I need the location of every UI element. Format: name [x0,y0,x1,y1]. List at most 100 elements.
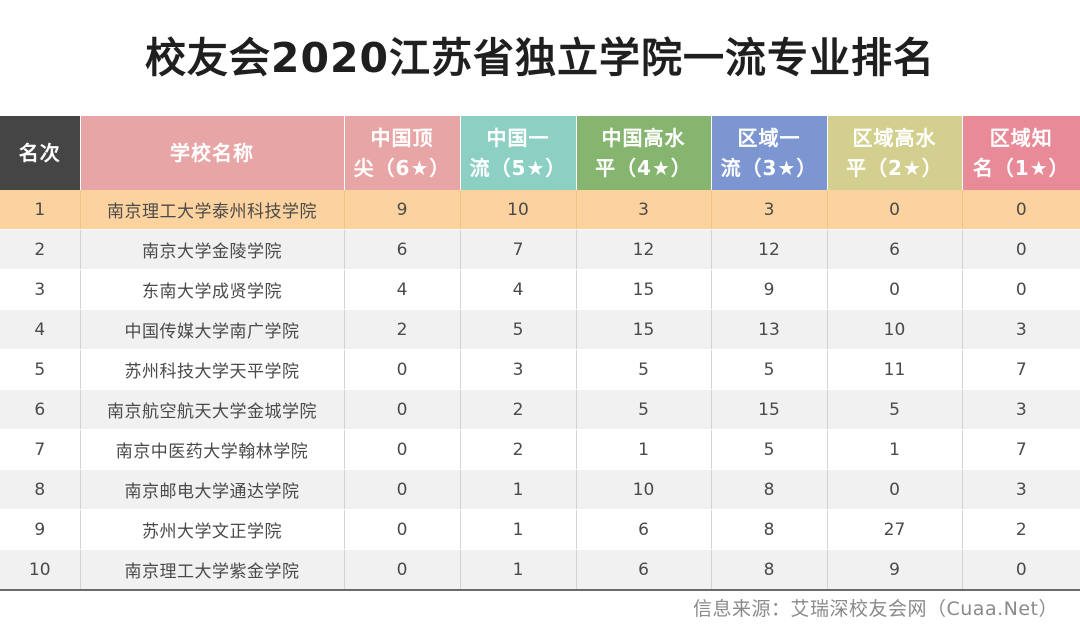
header-regional-first-class: 区域一 流（3★） [711,116,828,190]
table-row: 4 中国传媒大学南广学院 2 5 15 13 10 3 [0,309,1080,350]
header-china-high-level: 中国高水 平（4★） [576,116,712,190]
header-regional-renowned: 区域知 名（1★） [962,116,1080,190]
value-cell: 1 [576,429,712,470]
value-cell: 2 [460,429,577,470]
value-cell: 3 [460,349,577,390]
value-cell: 1 [460,469,577,510]
ranking-table: 名次 学校名称 中国顶 尖（6★） 中国一 流（5★） 中国高水 平（4★） 区… [0,116,1080,591]
table-row: 2 南京大学金陵学院 6 7 12 12 6 0 [0,229,1080,270]
rank-cell: 9 [0,509,81,550]
value-cell: 15 [576,269,712,310]
school-cell: 南京中医药大学翰林学院 [80,429,345,470]
value-cell: 1 [827,429,963,470]
value-cell: 6 [344,229,461,270]
value-cell: 2 [344,309,461,350]
value-cell: 15 [711,389,828,430]
value-cell: 5 [711,429,828,470]
value-cell: 4 [344,269,461,310]
value-cell: 3 [962,389,1080,430]
header-rank-label: 名次 [18,141,61,165]
rank-cell: 5 [0,349,81,390]
header-label-line2: 平（2★） [846,156,943,180]
header-label-line1: 中国顶 [370,126,434,150]
value-cell: 0 [827,469,963,510]
rank-cell: 4 [0,309,81,350]
header-regional-high-level: 区域高水 平（2★） [827,116,963,190]
value-cell: 7 [962,429,1080,470]
table-row: 3 东南大学成贤学院 4 4 15 9 0 0 [0,269,1080,310]
value-cell: 0 [344,549,461,591]
table-row: 8 南京邮电大学通达学院 0 1 10 8 0 3 [0,469,1080,510]
table-row: 7 南京中医药大学翰林学院 0 2 1 5 1 7 [0,429,1080,470]
table-row: 5 苏州科技大学天平学院 0 3 5 5 11 7 [0,349,1080,390]
value-cell: 0 [827,190,963,230]
header-label-line2: 尖（6★） [353,156,451,180]
header-rank: 名次 [0,116,81,190]
school-cell: 苏州科技大学天平学院 [80,349,345,390]
value-cell: 3 [962,309,1080,350]
header-label-line1: 中国高水 [601,126,686,150]
rank-cell: 7 [0,429,81,470]
rank-cell: 2 [0,229,81,270]
value-cell: 7 [962,349,1080,390]
header-label-line2: 流（3★） [720,156,818,180]
table-header-row: 名次 学校名称 中国顶 尖（6★） 中国一 流（5★） 中国高水 平（4★） 区… [0,116,1080,190]
value-cell: 0 [344,509,461,550]
value-cell: 12 [576,229,712,270]
table-row: 6 南京航空航天大学金城学院 0 2 5 15 5 3 [0,389,1080,430]
header-label-line1: 区域知 [989,126,1053,150]
value-cell: 0 [344,469,461,510]
school-cell: 南京理工大学泰州科技学院 [80,190,345,230]
value-cell: 9 [344,190,461,230]
value-cell: 3 [576,190,712,230]
value-cell: 8 [711,549,828,591]
value-cell: 0 [962,269,1080,310]
school-cell: 东南大学成贤学院 [80,269,345,310]
school-cell: 南京邮电大学通达学院 [80,469,345,510]
rank-cell: 1 [0,190,81,230]
value-cell: 0 [827,269,963,310]
value-cell: 0 [344,389,461,430]
value-cell: 5 [460,309,577,350]
value-cell: 2 [460,389,577,430]
header-label-line1: 中国一 [486,126,550,150]
value-cell: 4 [460,269,577,310]
value-cell: 5 [827,389,963,430]
school-cell: 南京理工大学紫金学院 [80,549,345,591]
value-cell: 9 [711,269,828,310]
value-cell: 1 [460,549,577,591]
rank-cell: 3 [0,269,81,310]
school-cell: 苏州大学文正学院 [80,509,345,550]
value-cell: 2 [962,509,1080,550]
rank-cell: 10 [0,549,81,591]
table-row: 1 南京理工大学泰州科技学院 9 10 3 3 0 0 [0,190,1080,230]
value-cell: 6 [576,549,712,591]
value-cell: 10 [460,190,577,230]
value-cell: 3 [711,190,828,230]
value-cell: 7 [460,229,577,270]
value-cell: 13 [711,309,828,350]
value-cell: 10 [576,469,712,510]
header-label-line2: 平（4★） [595,156,692,180]
value-cell: 5 [576,349,712,390]
value-cell: 10 [827,309,963,350]
header-label-line1: 区域一 [737,126,801,150]
value-cell: 5 [576,389,712,430]
value-cell: 0 [962,549,1080,591]
value-cell: 5 [711,349,828,390]
source-credit: 信息来源：艾瑞深校友会网（Cuaa.Net） [693,598,1058,620]
header-label-line2: 流（5★） [469,156,567,180]
value-cell: 12 [711,229,828,270]
value-cell: 8 [711,509,828,550]
value-cell: 6 [576,509,712,550]
value-cell: 0 [962,190,1080,230]
value-cell: 6 [827,229,963,270]
value-cell: 0 [962,229,1080,270]
header-china-first-class: 中国一 流（5★） [460,116,577,190]
school-cell: 南京大学金陵学院 [80,229,345,270]
header-label-line1: 区域高水 [852,126,937,150]
school-cell: 南京航空航天大学金城学院 [80,389,345,430]
value-cell: 15 [576,309,712,350]
table-row: 10 南京理工大学紫金学院 0 1 6 8 9 0 [0,549,1080,591]
school-cell: 中国传媒大学南广学院 [80,309,345,350]
